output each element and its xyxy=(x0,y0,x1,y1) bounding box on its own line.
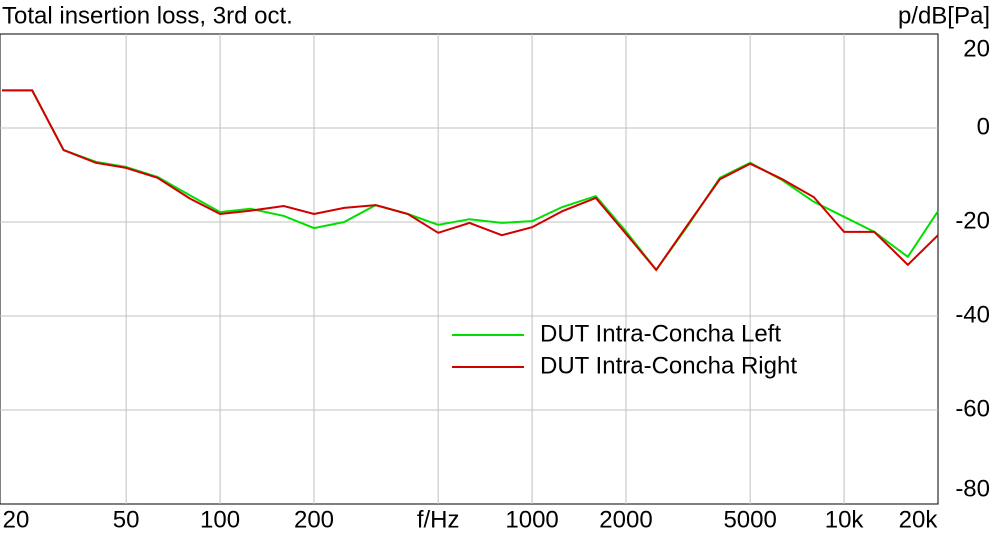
y-tick-label: -60 xyxy=(955,395,990,422)
y-tick-label: -80 xyxy=(955,475,990,502)
x-tick-label: 20k xyxy=(899,506,939,533)
x-tick-label: 50 xyxy=(113,506,140,533)
x-tick-label: 20 xyxy=(3,506,30,533)
x-tick-label: 1000 xyxy=(505,506,558,533)
x-tick-label: 5000 xyxy=(723,506,776,533)
y-tick-label: -40 xyxy=(955,301,990,328)
data-line xyxy=(2,89,939,272)
y-axis-label: p/dB[Pa] xyxy=(898,2,990,29)
y-tick-label: -20 xyxy=(955,207,990,234)
x-tick-label: 2000 xyxy=(599,506,652,533)
x-tick-label: 10k xyxy=(825,506,865,533)
legend-label: DUT Intra-Concha Right xyxy=(540,352,797,379)
y-tick-label: 20 xyxy=(963,35,990,62)
chart-title: Total insertion loss, 3rd oct. xyxy=(2,2,293,29)
legend-label: DUT Intra-Concha Left xyxy=(540,320,781,347)
y-tick-label: 0 xyxy=(977,113,990,140)
plot-area xyxy=(0,33,939,505)
x-tick-label: f/Hz xyxy=(417,506,460,533)
x-tick-label: 100 xyxy=(200,506,240,533)
x-tick-label: 200 xyxy=(294,506,334,533)
